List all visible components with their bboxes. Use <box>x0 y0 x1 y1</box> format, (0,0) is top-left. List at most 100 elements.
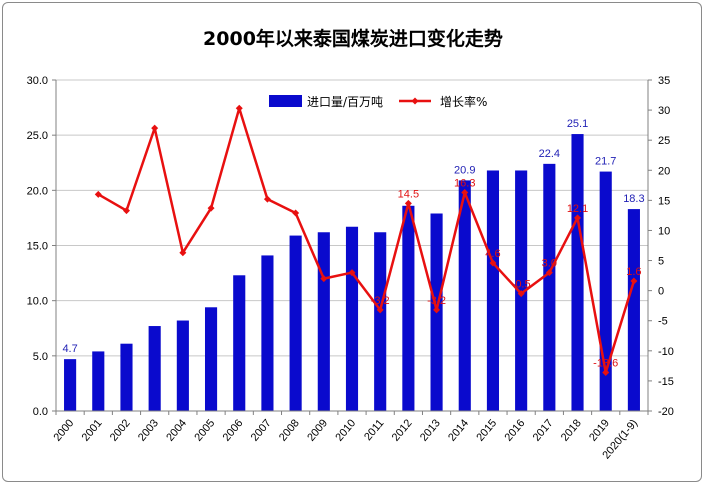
x-tick-label: 2009 <box>305 417 330 443</box>
bar <box>233 275 246 411</box>
bar <box>317 232 330 411</box>
x-tick-label: 2018 <box>559 417 584 443</box>
bar-data-label: 4.7 <box>62 343 77 355</box>
line-marker <box>122 207 130 215</box>
bar <box>345 226 359 411</box>
bar-data-label: 21.7 <box>595 156 616 168</box>
y-right-tick-label: -15 <box>658 376 674 388</box>
bar <box>458 180 471 411</box>
axes <box>52 79 652 415</box>
y-right-tick-label: 30 <box>658 105 670 117</box>
x-tick-label: 2005 <box>192 417 217 443</box>
bar <box>92 351 105 411</box>
line-marker <box>404 199 412 207</box>
bar <box>486 170 500 411</box>
y-right-tick-label: 35 <box>658 75 670 87</box>
line-series <box>94 104 638 376</box>
line-data-label: -0.5 <box>512 279 531 291</box>
line-marker <box>545 269 553 277</box>
line-data-label: -3.2 <box>371 295 390 307</box>
bar-data-label: 20.9 <box>454 164 475 176</box>
x-tick-label: 2008 <box>277 417 302 443</box>
x-tick-label: 2019 <box>587 417 612 443</box>
y-left-tick-label: 20.0 <box>27 185 48 197</box>
line-data-label: 1.6 <box>626 266 641 278</box>
bar-data-label: 18.3 <box>623 193 644 205</box>
x-tick-label: 2001 <box>80 417 105 443</box>
y-right-tick-label: 5 <box>658 256 664 268</box>
x-tick-label: 2007 <box>249 417 274 443</box>
y-right-tick-label: 15 <box>658 195 670 207</box>
legend-marker <box>411 97 419 105</box>
y-right-tick-label: -20 <box>658 406 674 418</box>
x-tick-label: 2015 <box>474 417 499 443</box>
line-marker <box>461 189 469 197</box>
y-left-tick-label: 5.0 <box>33 351 48 363</box>
line-marker <box>207 204 215 212</box>
y-left-tick-label: 10.0 <box>27 296 48 308</box>
line-data-label: 12.1 <box>567 203 588 215</box>
x-tick-label: 2010 <box>333 417 358 443</box>
y-right-tick-label: 25 <box>658 135 670 147</box>
data-labels: 4.7 20.9 22.4 25.1 21.7 18.3 -3.2 14.5 -3.2 16.3 4… <box>62 118 644 369</box>
line-data-label: 3.0 <box>542 258 557 270</box>
bar <box>120 343 133 411</box>
y-right-tick-label: 10 <box>658 225 670 237</box>
legend-label-line: 增长率% <box>440 94 487 109</box>
x-tick-label: 2013 <box>418 417 443 443</box>
legend: 进口量/百万吨 增长率% <box>269 94 487 109</box>
bar <box>571 134 584 411</box>
bar-data-label: 22.4 <box>539 148 560 160</box>
y-left-tick-label: 30.0 <box>27 75 48 87</box>
y-right-tick-label: 20 <box>658 165 670 177</box>
x-tick-label: 2000 <box>51 417 76 443</box>
bar <box>176 320 189 411</box>
line-data-label: 16.3 <box>454 178 475 190</box>
y-left-tick-label: 25.0 <box>27 130 48 142</box>
x-tick-label: 2017 <box>531 417 556 443</box>
line-data-label: 4.6 <box>485 248 500 260</box>
x-tick-label: 2011 <box>362 417 386 443</box>
line-data-label: -3.2 <box>427 295 446 307</box>
bar <box>64 359 77 411</box>
line-marker <box>348 269 356 277</box>
line-marker <box>376 306 384 314</box>
line-marker <box>517 290 525 298</box>
y-left-tick-label: 15.0 <box>27 241 48 253</box>
bar <box>402 205 415 411</box>
line-marker <box>602 368 610 376</box>
line-marker <box>263 195 271 203</box>
y-right-tick-label: -5 <box>658 316 668 328</box>
bar <box>289 235 302 411</box>
line-data-label: 14.5 <box>398 188 419 200</box>
x-tick-label: 2014 <box>446 417 471 443</box>
x-tick-label: 2002 <box>108 417 133 443</box>
bar <box>627 209 640 411</box>
line-marker <box>630 277 638 285</box>
line-marker <box>235 104 243 112</box>
line-data-label: -13.6 <box>593 357 618 369</box>
line-marker <box>433 306 441 314</box>
x-tick-label: 2004 <box>164 417 189 443</box>
legend-label-bar: 进口量/百万吨 <box>307 95 383 109</box>
line-marker <box>179 249 187 257</box>
legend-swatch-bar <box>269 95 302 107</box>
y-right-tick-label: -10 <box>658 346 674 358</box>
line-marker <box>320 275 328 283</box>
line-marker <box>94 190 102 198</box>
x-tick-label: 2006 <box>221 417 246 443</box>
bar <box>148 326 161 411</box>
y-left-tick-label: 0.0 <box>33 406 48 418</box>
x-tick-label: 2016 <box>503 417 528 443</box>
bar <box>543 163 556 411</box>
line-marker <box>574 214 582 222</box>
bar-data-label: 25.1 <box>567 118 588 130</box>
bar <box>261 255 274 411</box>
line-marker <box>151 124 159 132</box>
x-tick-label: 2003 <box>136 417 161 443</box>
line-marker <box>489 259 497 267</box>
growth-line <box>97 107 636 374</box>
x-tick-label: 2012 <box>390 417 415 443</box>
chart-title: 2000年以来泰国煤炭进口变化走势 <box>203 28 503 50</box>
